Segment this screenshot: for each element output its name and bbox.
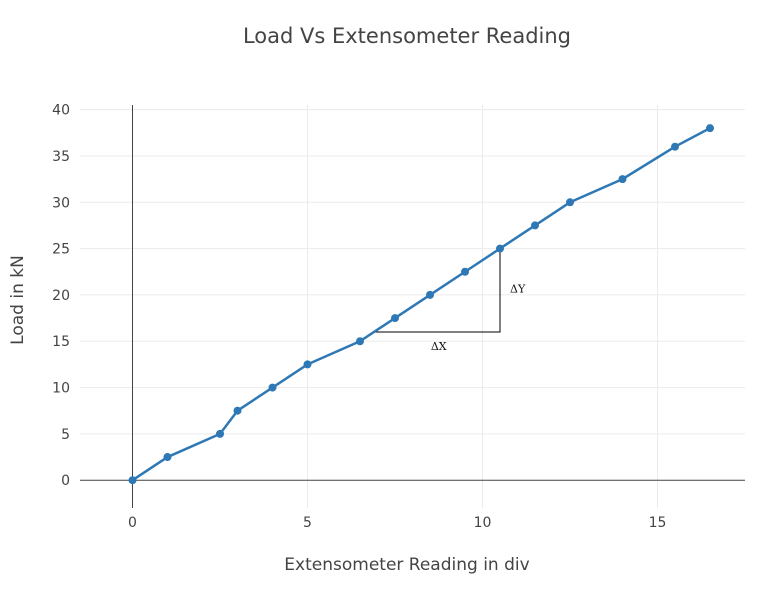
data-point [426, 290, 434, 299]
data-point [268, 383, 277, 392]
data-point [233, 406, 242, 415]
y-tick-label: 35 [52, 149, 70, 165]
data-point [163, 453, 172, 462]
annotation-layer: ΔX ΔY [374, 248, 526, 353]
series-line [131, 127, 711, 482]
x-tick-label: 15 [649, 515, 667, 531]
y-axis-title: Load in kN [8, 255, 28, 345]
data-point [618, 175, 627, 184]
slope-triangle [374, 248, 501, 333]
y-tick-label: 25 [52, 242, 70, 258]
x-tick-label: 0 [128, 515, 137, 531]
series-layer [128, 124, 714, 485]
y-tick-label: 0 [61, 473, 70, 489]
data-point [128, 476, 137, 485]
delta-y-label: ΔY [510, 282, 526, 295]
y-tick-label: 40 [52, 103, 70, 119]
y-tick-label: 5 [61, 427, 70, 443]
axis-layer [80, 105, 745, 508]
y-tick-label: 20 [52, 288, 70, 304]
data-point [391, 314, 399, 323]
tick-label-layer: 0 5 10 15 0 5 10 15 20 25 30 35 40 [52, 103, 666, 531]
data-point [706, 124, 714, 133]
x-axis-title: Extensometer Reading in div [284, 555, 529, 575]
x-tick-label: 5 [303, 515, 312, 531]
chart-title: Load Vs Extensometer Reading [243, 24, 571, 48]
x-tick-label: 10 [474, 515, 492, 531]
data-point [531, 221, 539, 230]
data-point [303, 360, 312, 369]
data-point [671, 142, 679, 151]
data-point [356, 337, 364, 346]
y-tick-label: 30 [52, 195, 70, 211]
data-point [496, 244, 504, 253]
grid-layer [80, 105, 745, 508]
data-point [461, 267, 469, 276]
data-point [216, 429, 224, 438]
data-point [566, 198, 574, 207]
y-tick-label: 10 [52, 381, 70, 397]
delta-x-label: ΔX [431, 340, 447, 353]
y-tick-label: 15 [52, 334, 70, 350]
